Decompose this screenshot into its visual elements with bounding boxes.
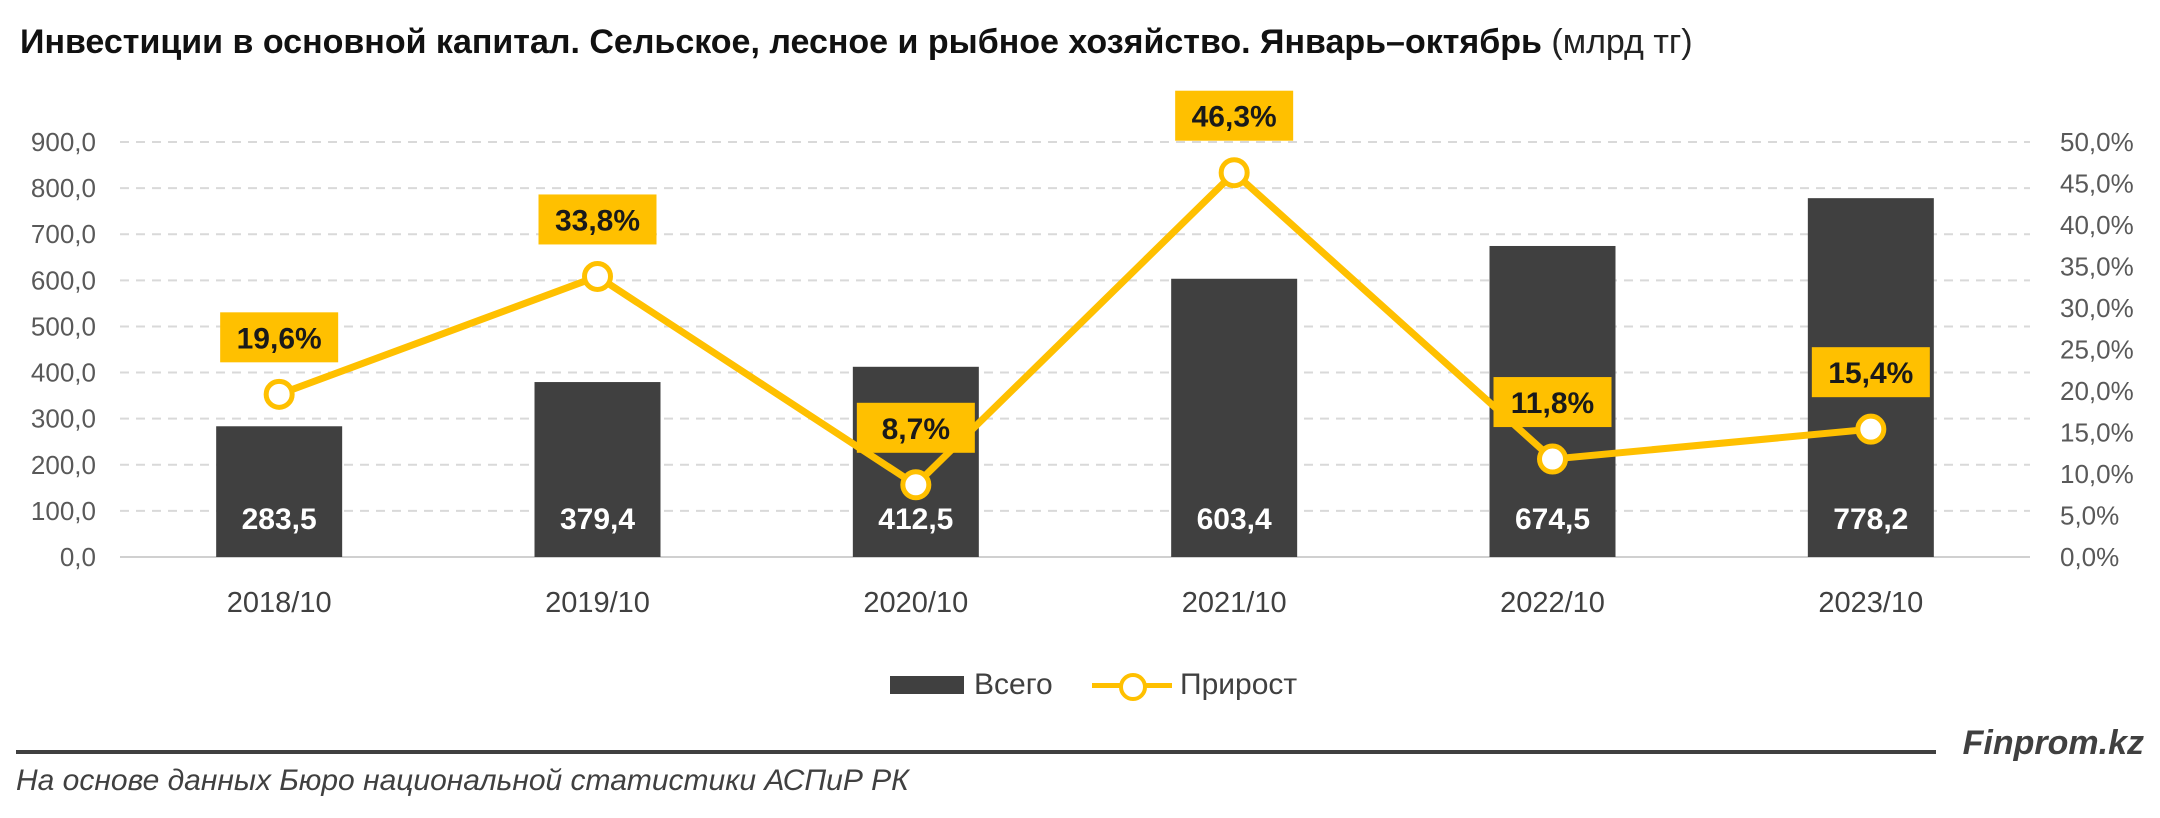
x-category-label: 2021/10 xyxy=(1182,587,1287,619)
brand-logo: Finprom.kz xyxy=(1962,724,2144,762)
y-right-tick-label: 50,0% xyxy=(2060,127,2134,157)
y-right-tick-label: 15,0% xyxy=(2060,418,2134,448)
y-left-tick-label: 300,0 xyxy=(31,404,96,434)
legend-item-bar: Всего xyxy=(890,668,1053,702)
bar xyxy=(534,382,661,557)
y-left-tick-label: 900,0 xyxy=(31,127,96,157)
legend-bar-label: Всего xyxy=(974,668,1053,701)
chart: 0,0 100,0 200,0 300,0 400,0 500,0 600,0 700,0 80… xyxy=(31,90,2134,619)
growth-value-label: 15,4% xyxy=(1828,357,1913,390)
y-right-tick-label: 45,0% xyxy=(2060,169,2134,199)
growth-point xyxy=(582,260,613,292)
legend-item-line: Прирост xyxy=(1092,668,1297,702)
y-right-tick-label: 30,0% xyxy=(2060,293,2134,323)
growth-line xyxy=(275,169,1875,489)
growth-point xyxy=(900,469,932,501)
x-category-label: 2020/10 xyxy=(863,587,968,619)
y-left-tick-label: 400,0 xyxy=(31,358,96,388)
growth-label-box xyxy=(1493,377,1612,428)
growth-value-label: 8,7% xyxy=(882,413,950,446)
growth-value-label: 11,8% xyxy=(1511,387,1594,420)
y-left-tick-label: 600,0 xyxy=(31,265,96,295)
chart-title-main: Инвестиции в основной капитал. Сельское,… xyxy=(20,23,1542,61)
legend-bar-swatch xyxy=(890,676,964,694)
bar-value-label: 674,5 xyxy=(1515,503,1590,536)
x-category-label: 2022/10 xyxy=(1500,587,1605,619)
y-left-tick-label: 500,0 xyxy=(31,311,96,341)
y-right-tick-label: 35,0% xyxy=(2060,252,2134,282)
bar-value-label: 379,4 xyxy=(560,503,635,536)
growth-value-label: 33,8% xyxy=(555,204,640,237)
y-left-tick-label: 700,0 xyxy=(31,219,96,249)
x-category-label: 2018/10 xyxy=(227,587,332,619)
legend: Всего Прирост xyxy=(0,668,2160,708)
growth-point xyxy=(1218,157,1250,189)
footer-rule xyxy=(16,750,1936,754)
growth-value-label: 19,6% xyxy=(237,322,322,355)
x-category-label: 2019/10 xyxy=(545,587,650,619)
growth-point xyxy=(1855,413,1887,445)
legend-line-label: Прирост xyxy=(1180,668,1298,701)
growth-label-box xyxy=(538,194,657,245)
growth-point xyxy=(263,378,295,410)
y-right-tick-label: 40,0% xyxy=(2060,210,2134,240)
y-left-tick-label: 0,0 xyxy=(60,542,96,572)
y-right-tick-label: 0,0% xyxy=(2060,542,2119,572)
y-right-tick-label: 25,0% xyxy=(2060,335,2134,365)
growth-label-box xyxy=(1175,90,1294,141)
bar xyxy=(852,366,979,557)
source-note: На основе данных Бюро национальной стати… xyxy=(16,764,909,797)
x-category-label: 2023/10 xyxy=(1818,587,1923,619)
chart-title: Инвестиции в основной капитал. Сельское,… xyxy=(20,20,1693,64)
y-right-tick-label: 20,0% xyxy=(2060,376,2134,406)
growth-value-label: 46,3% xyxy=(1192,101,1277,134)
bar-value-label: 283,5 xyxy=(242,503,317,536)
y-left-tick-label: 200,0 xyxy=(31,450,96,480)
legend-line-swatch xyxy=(1092,670,1172,701)
y-left-tick-label: 100,0 xyxy=(31,496,96,526)
bar-value-label: 603,4 xyxy=(1197,503,1272,536)
growth-point xyxy=(1537,443,1568,475)
chart-title-unit: (млрд тг) xyxy=(1551,23,1693,61)
y-right-tick-label: 10,0% xyxy=(2060,459,2134,489)
bar xyxy=(216,426,343,557)
y-left-tick-label: 800,0 xyxy=(31,173,96,203)
bar-value-label: 778,2 xyxy=(1833,503,1908,536)
y-right-tick-label: 5,0% xyxy=(2060,501,2119,531)
bar xyxy=(1171,278,1298,557)
growth-label-box xyxy=(220,312,339,363)
bar-value-label: 412,5 xyxy=(878,503,953,536)
growth-label-box xyxy=(1811,347,1930,398)
growth-label-box xyxy=(856,402,975,453)
